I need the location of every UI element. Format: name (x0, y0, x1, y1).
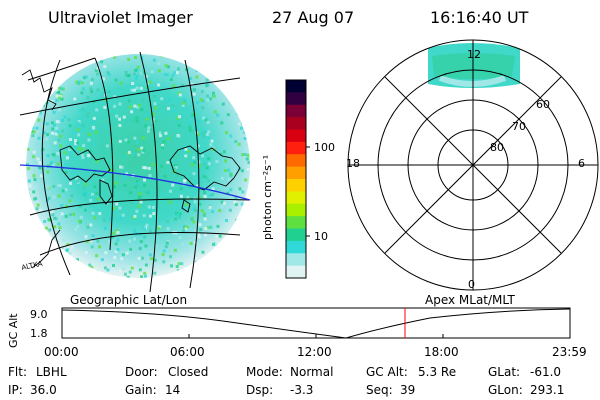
colorbar-swatch (286, 92, 306, 106)
info-value-ip: 36.0 (30, 383, 57, 397)
mlt-label-dawn: 6 (578, 157, 585, 170)
colorbar-swatch (286, 203, 306, 217)
info-label: GC Alt: (366, 365, 408, 379)
time-tick-2359: 23:59 (552, 345, 587, 359)
colorbar-swatches (286, 80, 306, 279)
info-value-mode: Normal (290, 365, 334, 379)
colorbar-swatch (286, 253, 306, 267)
date-label: 27 Aug 07 (272, 8, 355, 27)
coastline (59, 145, 111, 183)
colorbar-swatch (286, 265, 306, 279)
info-value-glon: 293.1 (530, 383, 565, 397)
left-panel-title: Geographic Lat/Lon (70, 293, 188, 307)
info-value-gain: 14 (165, 383, 181, 397)
mlt-line (384, 76, 562, 254)
lat-label-60: 60 (536, 98, 550, 111)
colorbar-frame (285, 79, 307, 279)
right-panel-title: Apex MLat/MLT (425, 293, 515, 307)
longitude-line (41, 59, 71, 276)
latitude-line (27, 57, 96, 81)
colorbar-swatch (286, 240, 306, 254)
time-tick-1200: 12:00 (297, 345, 332, 359)
latitude-line (19, 77, 241, 116)
longitude-line (94, 57, 114, 251)
altitude-curve (61, 308, 571, 339)
info-label: GLat: (488, 365, 521, 379)
grid-lines (19, 51, 251, 293)
coastlines (21, 69, 241, 269)
coastline (181, 199, 191, 213)
colorbar-swatch (286, 191, 306, 205)
info-label: IP: (8, 383, 23, 397)
colorbar-swatch (286, 216, 306, 229)
latitude-line (39, 232, 241, 256)
info-label: Flt: (8, 365, 27, 379)
info-label: Dsp: (246, 383, 274, 397)
altitude-x-ticks (188, 334, 444, 338)
info-label: Gain: (125, 383, 157, 397)
info-value-dsp: -3.3 (290, 383, 314, 397)
colorbar-swatch (286, 104, 306, 118)
colorbar-swatch (286, 80, 306, 93)
latitude-line (29, 198, 251, 216)
coastline (99, 179, 113, 205)
colorbar-tick-label: 100 (314, 141, 335, 154)
colorbar-tick-label: 10 (314, 230, 328, 243)
time-label: 16:16:40 UT (430, 8, 529, 27)
info-label: GLon: (488, 383, 523, 397)
longitude-line (139, 51, 158, 293)
lat-label-70: 70 (512, 120, 526, 133)
info-value-door: Closed (168, 365, 209, 379)
colorbar-swatch (286, 228, 306, 242)
colorbar-swatch (286, 129, 306, 143)
time-tick-1800: 18:00 (424, 345, 459, 359)
info-label: Mode: (246, 365, 283, 379)
coastline (31, 229, 61, 269)
info-value-filter: LBHL (36, 365, 67, 379)
info-label: Door: (125, 365, 158, 379)
mlt-label-dusk: 18 (346, 157, 360, 170)
colorbar-swatch (286, 179, 306, 192)
info-value-seq: 39 (400, 383, 416, 397)
terminator-line (19, 164, 251, 201)
longitude-line (184, 59, 200, 289)
mlt-label-noon: 12 (467, 48, 481, 61)
lat-label-80: 80 (490, 141, 504, 154)
coastline (169, 145, 241, 191)
info-value-glat: -61.0 (530, 365, 562, 379)
time-tick-0000: 00:00 (44, 345, 79, 359)
colorbar-swatch (286, 166, 306, 180)
instrument-title: Ultraviolet Imager (48, 8, 193, 27)
mlt-label-midnight: 0 (468, 278, 475, 291)
colorbar-swatch (286, 154, 306, 168)
info-label: Seq: (366, 383, 393, 397)
time-tick-0600: 06:00 (170, 345, 205, 359)
altitude-tick-label: 1.8 (30, 327, 48, 340)
info-value-gc-alt: 5.3 Re (418, 365, 457, 379)
colorbar-swatch (286, 117, 306, 130)
colorbar-swatch (286, 141, 306, 155)
colorbar-ticks (306, 146, 310, 237)
altitude-tick-label: 9.0 (30, 308, 48, 321)
coastline (21, 69, 57, 111)
